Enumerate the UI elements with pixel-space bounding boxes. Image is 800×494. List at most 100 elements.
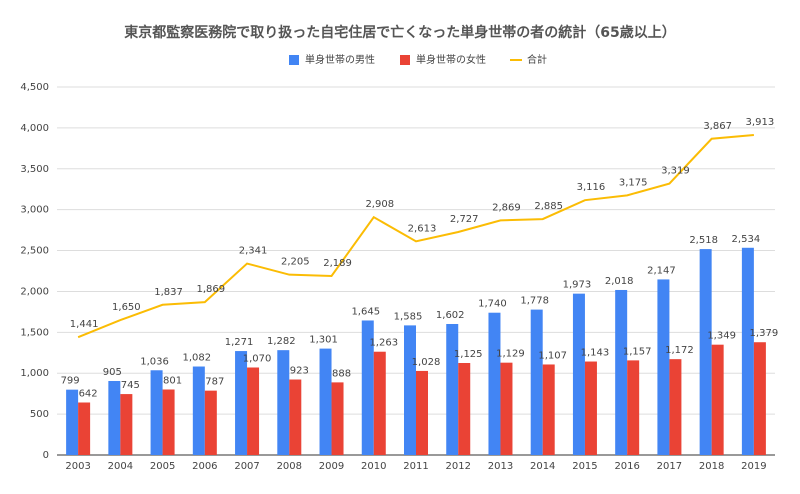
x-tick-label: 2013 — [488, 461, 513, 472]
value-label: 1,271 — [225, 337, 254, 348]
x-tick-label: 2005 — [150, 461, 175, 472]
x-tick-label: 2010 — [361, 461, 386, 472]
value-label: 1,349 — [707, 331, 736, 342]
bar — [66, 389, 79, 455]
value-label: 1,263 — [369, 338, 398, 349]
bar — [192, 366, 205, 455]
y-tick-label: 4,500 — [20, 82, 49, 93]
bar — [458, 363, 471, 455]
value-label: 2,518 — [689, 235, 718, 246]
value-label: 905 — [103, 367, 122, 378]
y-tick-label: 1,000 — [20, 368, 49, 379]
value-label: 1,585 — [394, 311, 423, 322]
value-label: 745 — [121, 380, 140, 391]
bar — [488, 312, 501, 455]
value-label: 799 — [61, 376, 80, 387]
y-tick-label: 500 — [30, 409, 49, 420]
value-label: 1,143 — [581, 348, 610, 359]
y-tick-label: 3,500 — [20, 164, 49, 175]
value-label: 1,070 — [243, 353, 272, 364]
value-label: 1,301 — [309, 335, 338, 346]
value-label: 1,282 — [267, 336, 296, 347]
x-tick-label: 2003 — [65, 461, 90, 472]
bar — [500, 362, 513, 455]
value-label: 1,125 — [454, 349, 483, 360]
bar — [741, 247, 754, 455]
value-label: 1,129 — [496, 349, 525, 360]
bar — [753, 342, 766, 455]
y-tick-label: 3,000 — [20, 205, 49, 216]
bar — [669, 359, 682, 455]
value-label: 1,740 — [478, 299, 507, 310]
x-tick-label: 2004 — [108, 461, 133, 472]
bar — [361, 320, 374, 455]
value-label: 1,379 — [750, 328, 779, 339]
legend-swatch — [400, 55, 410, 65]
x-tick-label: 2018 — [699, 461, 724, 472]
bar — [404, 325, 416, 455]
value-label: 2,727 — [450, 214, 479, 225]
bar — [247, 367, 260, 455]
value-label: 1,650 — [112, 302, 141, 313]
value-label: 1,082 — [183, 353, 212, 364]
bar — [319, 348, 332, 455]
x-tick-label: 2012 — [446, 461, 471, 472]
value-label: 888 — [332, 368, 351, 379]
y-tick-label: 2,000 — [20, 286, 49, 297]
y-tick-label: 1,500 — [20, 327, 49, 338]
bar — [331, 382, 344, 455]
value-label: 3,867 — [703, 121, 732, 132]
bar — [373, 351, 386, 455]
bar — [584, 361, 597, 455]
value-label: 1,869 — [197, 284, 226, 295]
bar — [235, 351, 248, 455]
x-tick-label: 2007 — [234, 461, 259, 472]
value-label: 2,885 — [534, 201, 563, 212]
legend-label: 単身世帯の女性 — [416, 53, 486, 66]
bar — [277, 350, 290, 455]
bar — [627, 360, 640, 455]
bar — [289, 379, 302, 455]
legend-swatch — [289, 55, 299, 65]
value-label: 642 — [79, 388, 98, 399]
value-label: 1,441 — [70, 319, 99, 330]
value-label: 1,837 — [154, 287, 183, 298]
value-label: 801 — [163, 375, 182, 386]
value-label: 1,172 — [665, 345, 694, 356]
value-label: 1,107 — [538, 350, 567, 361]
value-label: 923 — [290, 366, 309, 377]
value-label: 1,036 — [140, 356, 169, 367]
x-tick-label: 2006 — [192, 461, 217, 472]
value-label: 1,778 — [520, 296, 549, 307]
legend-label: 合計 — [527, 53, 547, 66]
bar — [78, 402, 91, 455]
x-tick-label: 2011 — [403, 461, 428, 472]
y-tick-label: 2,500 — [20, 246, 49, 257]
bar — [657, 279, 670, 455]
bar — [108, 380, 121, 455]
x-tick-label: 2017 — [657, 461, 682, 472]
bar — [711, 344, 724, 455]
x-tick-label: 2008 — [277, 461, 302, 472]
value-label: 1,973 — [563, 280, 592, 291]
value-label: 2,018 — [605, 276, 634, 287]
value-label: 2,869 — [492, 202, 521, 213]
value-label: 3,913 — [746, 117, 775, 128]
bar — [530, 309, 543, 455]
value-label: 3,175 — [619, 177, 648, 188]
value-label: 1,645 — [351, 306, 380, 317]
bar — [542, 364, 555, 455]
bar — [120, 394, 133, 455]
bar — [572, 293, 585, 455]
x-tick-label: 2009 — [319, 461, 344, 472]
bar — [416, 370, 428, 455]
value-label: 2,205 — [281, 257, 310, 268]
legend-label: 単身世帯の男性 — [305, 53, 375, 66]
x-tick-label: 2014 — [530, 461, 555, 472]
value-label: 2,908 — [365, 199, 394, 210]
bar — [615, 289, 628, 455]
line — [77, 134, 754, 339]
value-label: 2,341 — [239, 246, 268, 257]
value-label: 3,116 — [577, 182, 606, 193]
x-tick-label: 2019 — [741, 461, 766, 472]
